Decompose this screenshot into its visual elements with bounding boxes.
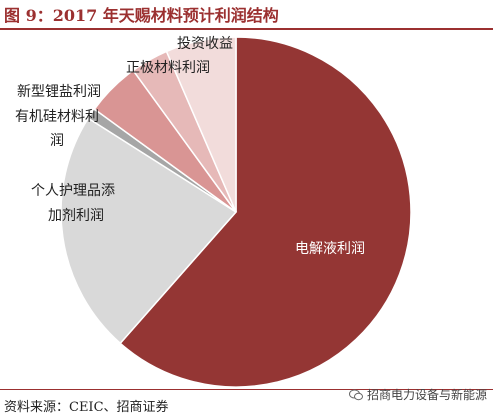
pie-slice-electrolyte bbox=[119, 36, 412, 388]
wechat-icon bbox=[348, 389, 363, 400]
slice-label-personal-care-line2: 加剂利润 bbox=[48, 208, 104, 224]
pie-labels: 电解液利润 个人护理品添 加剂利润 有机硅材料利 润 新型锂盐利润 正极材料利润… bbox=[15, 36, 365, 257]
slice-label-silicone-line1: 有机硅材料利 bbox=[15, 109, 99, 125]
pie-slice-personal-care bbox=[60, 117, 238, 345]
chart-title: 图 9：2017 年天赐材料预计利润结构 bbox=[4, 6, 279, 25]
pie-chart: 电解液利润 个人护理品添 加剂利润 有机硅材料利 润 新型锂盐利润 正极材料利润… bbox=[15, 36, 412, 388]
title-divider bbox=[0, 28, 493, 30]
slice-label-investment: 投资收益 bbox=[177, 36, 233, 52]
source-note: 资料来源：CEIC、招商证券 bbox=[4, 400, 169, 415]
footer-divider bbox=[0, 389, 493, 390]
pie-slices bbox=[60, 36, 412, 388]
pie-slice-investment bbox=[165, 36, 237, 213]
slice-label-electrolyte: 电解液利润 bbox=[295, 241, 365, 257]
watermark-text: 招商电力设备与新能源 bbox=[366, 388, 487, 402]
slice-label-personal-care-line1: 个人护理品添 bbox=[31, 183, 115, 199]
slice-label-lithium-salt: 新型锂盐利润 bbox=[17, 84, 101, 100]
slice-label-cathode: 正极材料利润 bbox=[126, 60, 210, 76]
slice-label-silicone-line2: 润 bbox=[50, 133, 64, 149]
watermark: 招商电力设备与新能源 bbox=[348, 386, 487, 403]
